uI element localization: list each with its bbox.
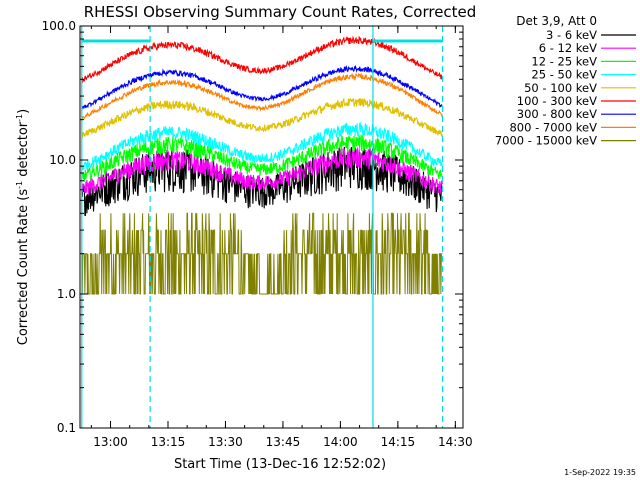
y-tick-label: 100.0 (42, 19, 76, 33)
legend-label: 300 - 800 keV (517, 107, 597, 121)
y-axis-label-sup2: -1 (15, 114, 24, 122)
series-line-7000-15000keV (81, 212, 443, 295)
y-axis-label-sup1: -1 (15, 181, 24, 189)
legend-label: 25 - 50 keV (531, 68, 597, 82)
legend-label: 12 - 25 keV (531, 54, 597, 68)
legend-label: 7000 - 15000 keV (495, 134, 597, 148)
x-tick-label: 13:30 (208, 435, 243, 449)
series-line-6-12keV (81, 147, 443, 195)
series-line-50-100keV (81, 97, 443, 139)
x-axis-label: Start Time (13-Dec-16 12:52:02) (174, 457, 386, 472)
legend-label: 6 - 12 keV (539, 41, 597, 55)
date-stamp: 1-Sep-2022 19:35 (564, 468, 636, 477)
chart-title: RHESSI Observing Summary Count Rates, Co… (84, 3, 477, 21)
x-tick-label: 14:00 (323, 435, 358, 449)
legend-label: 800 - 7000 keV (509, 120, 597, 134)
y-tick-label: 0.1 (57, 421, 76, 435)
plot-frame (79, 25, 464, 429)
x-tick-label: 13:45 (266, 435, 301, 449)
axis-layer: 13:00 13:15 13:30 13:45 14:00 14:15 14:30 0.1 1.… (42, 19, 473, 449)
y-axis-label-part3: ) (16, 109, 31, 114)
y-axis-label: Corrected Count Rate (s-1 detector-1) (15, 109, 31, 345)
y-axis-label-part2: detector (16, 121, 31, 181)
x-tick-label: 13:15 (151, 435, 186, 449)
legend-label: 100 - 300 keV (517, 94, 597, 108)
x-tick-label: 14:30 (438, 435, 473, 449)
series-layer (81, 35, 443, 295)
y-axis-label-part1: Corrected Count Rate (s (16, 189, 31, 346)
x-tick-label: 13:00 (93, 435, 128, 449)
legend-label: 50 - 100 keV (524, 81, 597, 95)
series-line-25-50keV (81, 121, 443, 171)
y-tick-label: 1.0 (57, 287, 76, 301)
overlay-layer (81, 26, 444, 428)
legend-header: Det 3,9, Att 0 (516, 14, 597, 28)
series-line-800-7000keV (81, 72, 443, 120)
legend-label: 3 - 6 keV (546, 28, 597, 42)
x-tick-label: 14:15 (381, 435, 416, 449)
series-line-12-25keV (81, 134, 443, 183)
series-line-100-300keV (81, 35, 443, 84)
series-line-300-800keV (81, 64, 443, 111)
y-tick-label: 10.0 (49, 153, 76, 167)
